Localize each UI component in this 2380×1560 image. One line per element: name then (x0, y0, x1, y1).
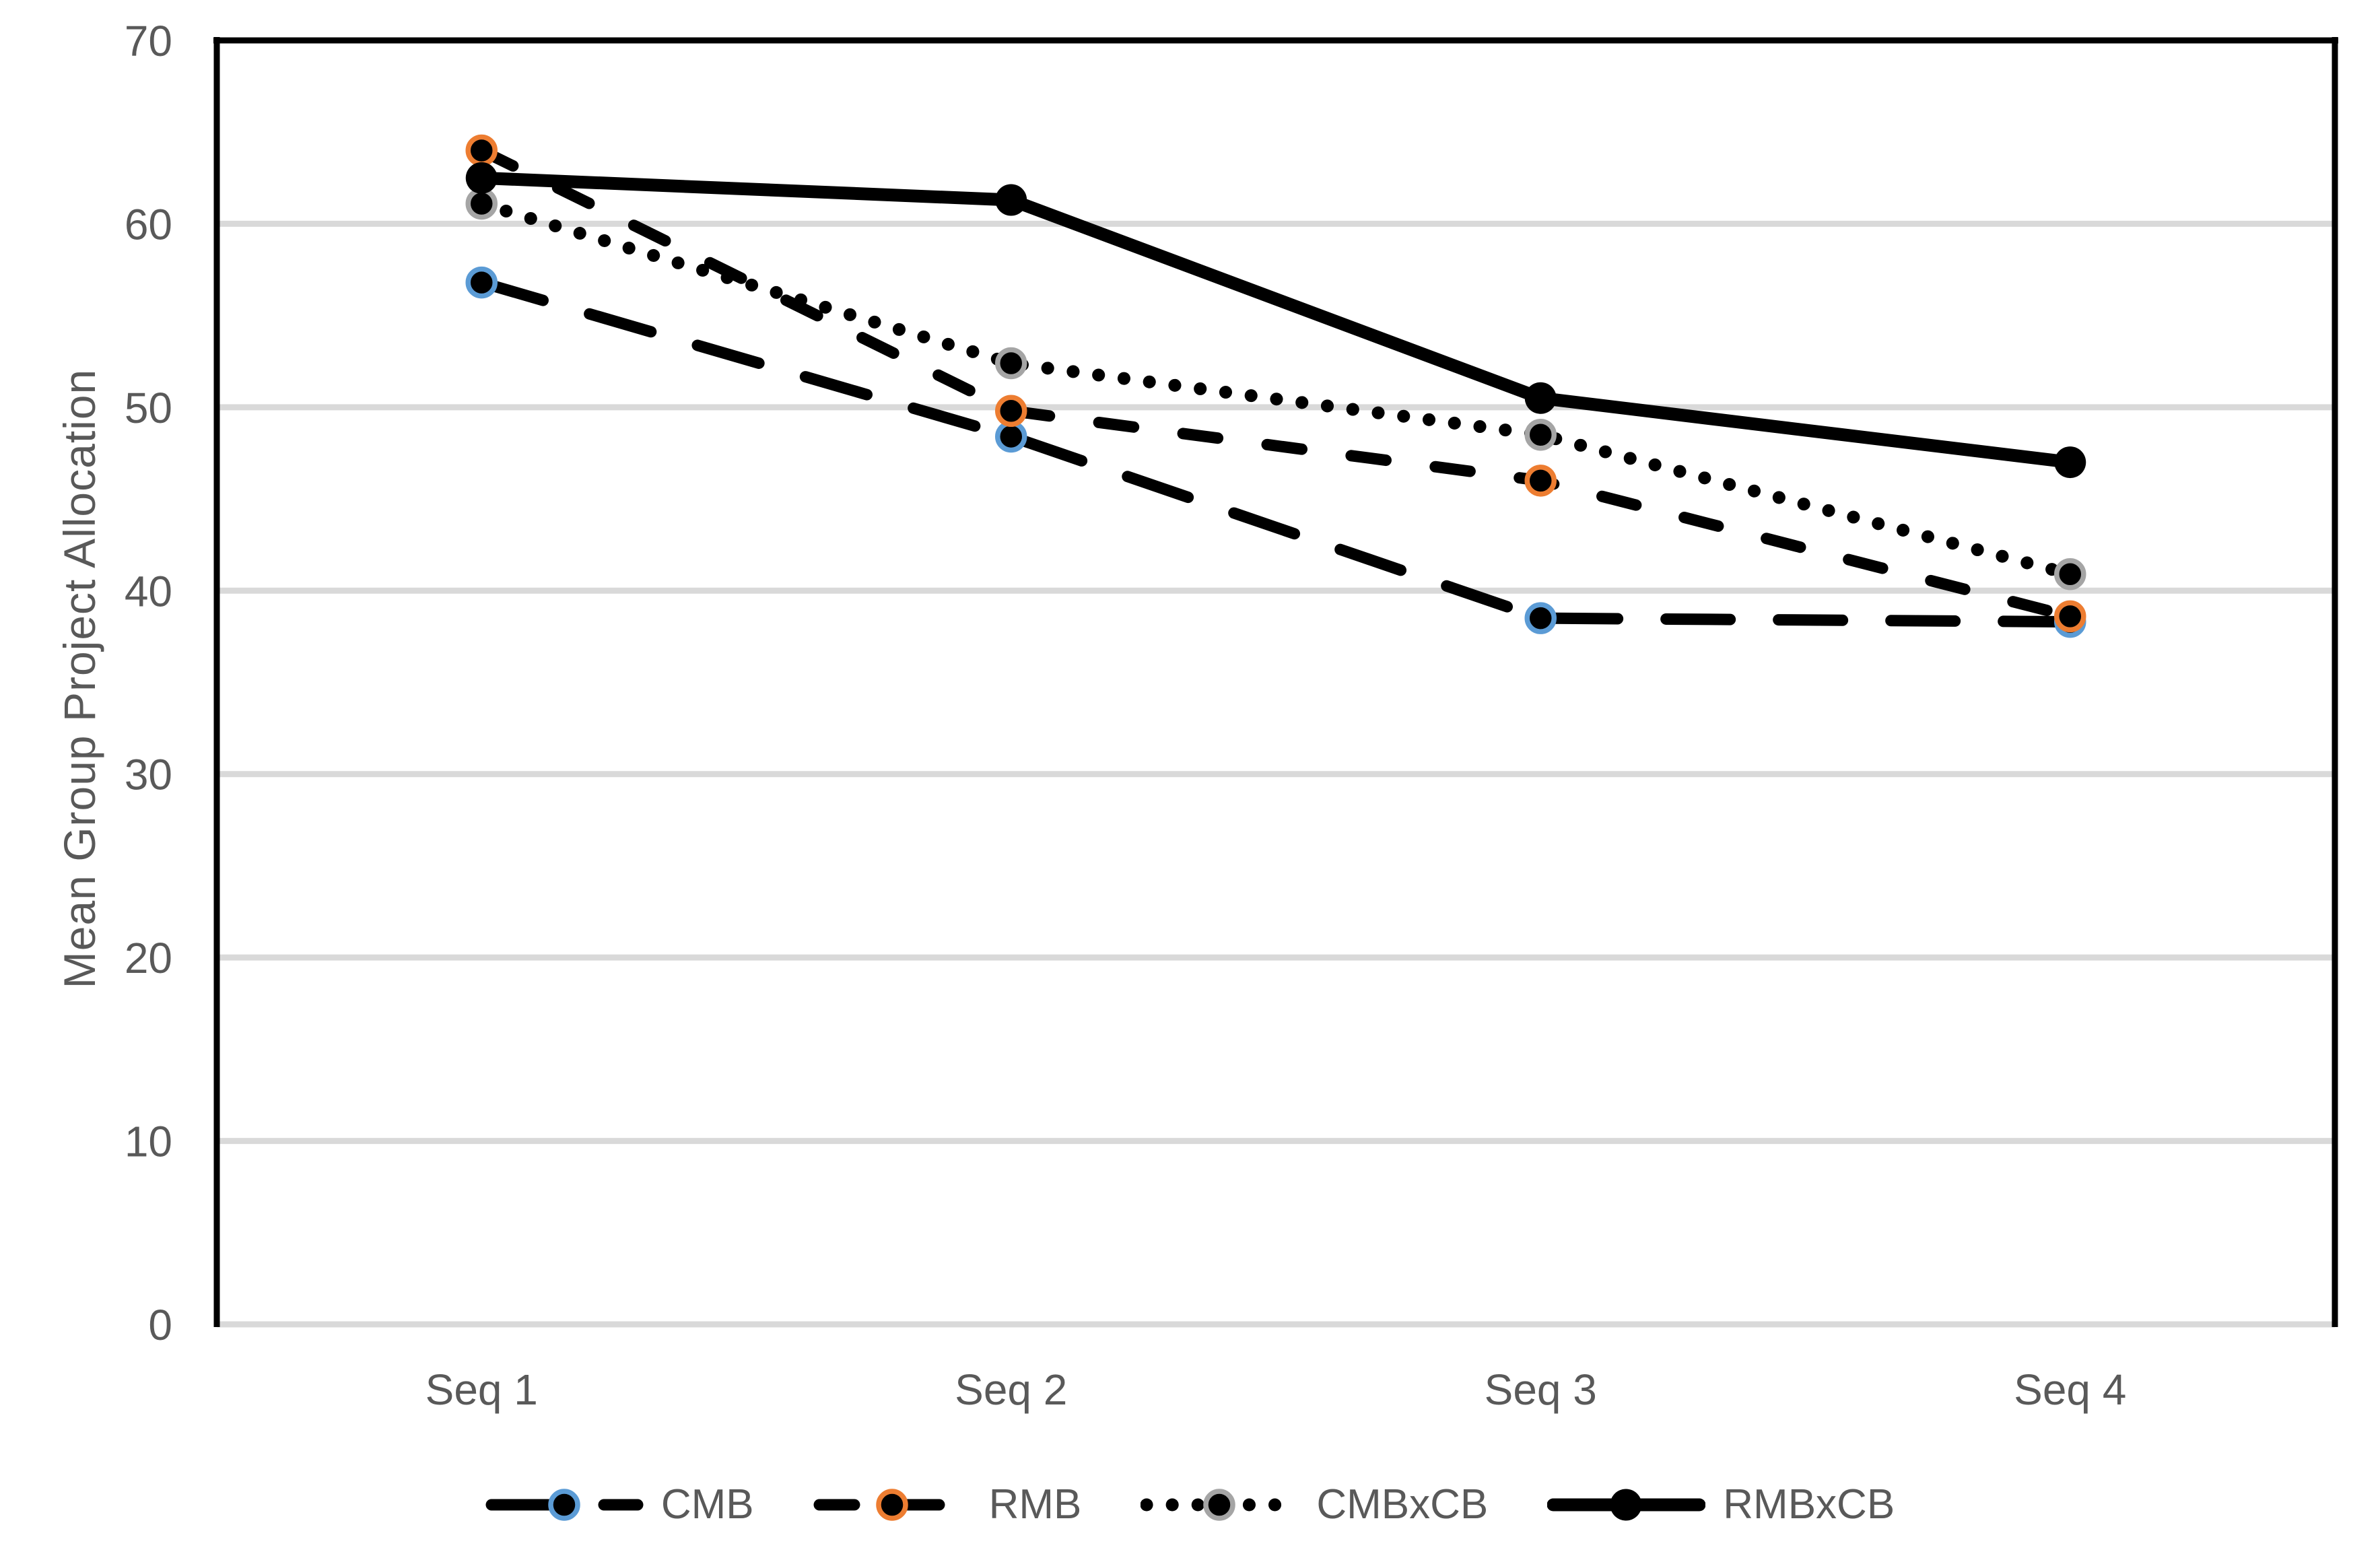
series-RMBxCB (465, 162, 2086, 479)
marker-RMBxCB-4 (2054, 446, 2086, 479)
y-axis-title: Mean Group Project Allocation (55, 368, 104, 989)
y-tick-label-70: 70 (125, 17, 172, 65)
marker-CMBxCB-2 (995, 347, 1027, 380)
y-tick-label-30: 30 (125, 751, 172, 799)
legend-marker-CMB (548, 1489, 580, 1521)
legend-sample-RMB (813, 1489, 972, 1521)
legend-marker-RMB (875, 1489, 908, 1521)
series-CMB (465, 266, 2086, 638)
legend-sample-RMBxCB (1547, 1489, 1706, 1521)
y-tick-label-60: 60 (125, 200, 172, 248)
series-line-RMB (475, 144, 2076, 622)
legend-item-CMB: CMB (485, 1472, 754, 1537)
series-line-CMB (475, 277, 2076, 628)
marker-RMB-2 (995, 395, 1027, 428)
legend-marker-CMBxCB (1203, 1489, 1236, 1521)
legend-sample-CMBxCB (1141, 1489, 1299, 1521)
legend-label-CMBxCB: CMBxCB (1316, 1481, 1489, 1528)
marker-RMB-1 (465, 134, 498, 167)
marker-RMBxCB-3 (1524, 382, 1557, 414)
legend-marker-RMBxCB (1610, 1489, 1642, 1521)
marker-CMBxCB-4 (2054, 558, 2086, 590)
y-tick-label-0: 0 (148, 1301, 172, 1349)
series-RMB (465, 134, 2086, 633)
x-tick-label-3: Seq 3 (1485, 1365, 1597, 1414)
y-tick-label-10: 10 (125, 1118, 172, 1166)
legend-label-RMB: RMB (988, 1481, 1082, 1528)
x-tick-label-1: Seq 1 (426, 1365, 538, 1414)
x-tick-label-2: Seq 2 (955, 1365, 1067, 1414)
legend-item-CMBxCB: CMBxCB (1141, 1472, 1488, 1537)
marker-RMB-3 (1524, 465, 1557, 497)
legend-label-RMBxCB: RMBxCB (1723, 1481, 1895, 1528)
y-tick-label-50: 50 (125, 384, 172, 432)
series-line-CMBxCB (475, 197, 2077, 581)
marker-RMB-4 (2054, 600, 2086, 633)
legend-label-CMB: CMB (660, 1481, 754, 1528)
marker-CMB-2 (995, 420, 1027, 453)
marker-CMBxCB-3 (1524, 418, 1557, 451)
legend: CMB RMB CMBxCB RMBxCB (0, 1472, 2380, 1537)
series-CMBxCB (465, 187, 2086, 590)
y-tick-label-20: 20 (125, 934, 172, 982)
x-tick-label-4: Seq 4 (2014, 1365, 2126, 1414)
marker-RMBxCB-1 (465, 162, 498, 194)
marker-CMB-1 (465, 266, 498, 299)
marker-RMBxCB-2 (995, 184, 1027, 216)
series-line-RMBxCB (475, 171, 2077, 469)
y-tick-label-40: 40 (125, 567, 172, 615)
marker-CMBxCB-1 (465, 187, 498, 220)
legend-item-RMB: RMB (813, 1472, 1082, 1537)
legend-sample-CMB (485, 1489, 644, 1521)
legend-item-RMBxCB: RMBxCB (1547, 1472, 1895, 1537)
marker-CMB-3 (1524, 602, 1557, 634)
